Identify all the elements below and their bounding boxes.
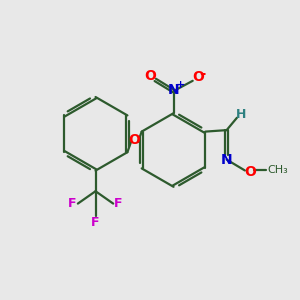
Text: H: H (236, 108, 247, 121)
Text: O: O (144, 69, 156, 83)
Text: O: O (192, 70, 204, 84)
Text: +: + (176, 80, 185, 90)
Text: F: F (91, 216, 100, 229)
Text: O: O (129, 133, 140, 147)
Text: N: N (168, 82, 179, 97)
Text: N: N (221, 153, 232, 166)
Text: -: - (199, 66, 205, 81)
Text: F: F (114, 197, 123, 210)
Text: CH₃: CH₃ (267, 166, 288, 176)
Text: O: O (244, 165, 256, 179)
Text: F: F (68, 197, 77, 210)
